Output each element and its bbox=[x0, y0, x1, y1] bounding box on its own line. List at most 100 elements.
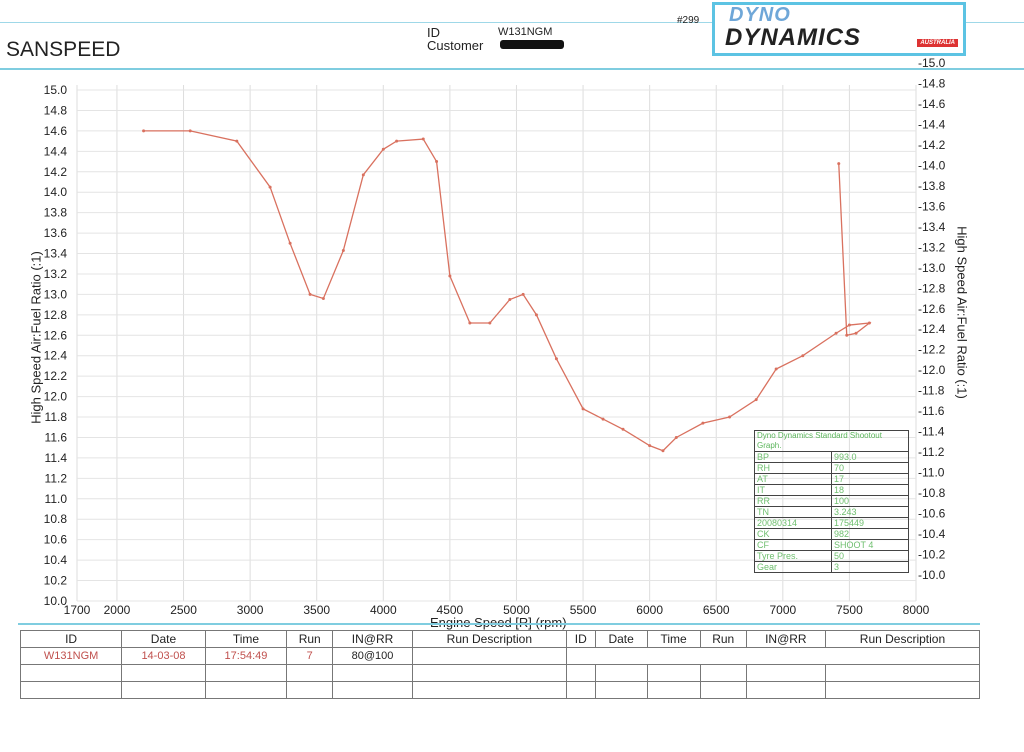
y-tick-label: 11.2 bbox=[45, 471, 68, 485]
y2-tick-label: -13.4 bbox=[918, 220, 946, 234]
data-point bbox=[268, 185, 272, 189]
runs-cell: 80@100 bbox=[332, 647, 413, 665]
shootout-key: AT bbox=[754, 473, 832, 485]
y2-tick-label: -14.8 bbox=[918, 76, 946, 90]
shootout-row: IT 18 bbox=[754, 484, 909, 496]
runs-cell-empty bbox=[565, 647, 981, 665]
x-tick-label: 8000 bbox=[903, 603, 930, 617]
runs-cell-empty bbox=[332, 664, 413, 682]
shootout-row: BP 993.0 bbox=[754, 451, 909, 463]
runs-header: ID bbox=[19, 630, 123, 648]
shootout-value: 17 bbox=[831, 473, 909, 485]
runs-header: ID bbox=[565, 630, 596, 648]
shootout-row: TN 3.243 bbox=[754, 506, 909, 518]
footer-divider bbox=[18, 623, 980, 625]
y2-tick-label: -13.6 bbox=[918, 199, 946, 213]
runs-cell-empty bbox=[646, 681, 701, 699]
shootout-value: 50 bbox=[831, 550, 909, 562]
data-point bbox=[754, 398, 758, 402]
runs-header: IN@RR bbox=[332, 630, 413, 648]
y-tick-label: 13.6 bbox=[44, 226, 68, 240]
shootout-value: 3.243 bbox=[831, 506, 909, 518]
data-point bbox=[468, 321, 472, 325]
runs-cell: 7 bbox=[286, 647, 334, 665]
y-tick-label: 14.6 bbox=[44, 124, 68, 138]
id-labels: ID Customer bbox=[427, 26, 483, 52]
shootout-info-table: Dyno Dynamics Standard Shootout Graph. BP… bbox=[754, 430, 909, 573]
data-point bbox=[774, 367, 778, 371]
series-line bbox=[143, 130, 872, 452]
y-tick-label: 10.2 bbox=[44, 574, 68, 588]
y-tick-label: 10.8 bbox=[44, 512, 68, 526]
y-tick-label: 14.4 bbox=[44, 144, 68, 158]
data-point bbox=[845, 333, 849, 337]
y-tick-label: 11.6 bbox=[45, 430, 68, 444]
id-label: ID bbox=[427, 25, 440, 40]
y2-tick-label: -11.0 bbox=[918, 466, 945, 480]
sheet-number: #299 bbox=[677, 15, 700, 26]
data-point bbox=[508, 298, 512, 302]
shootout-key: RH bbox=[754, 462, 832, 474]
runs-cell-empty bbox=[646, 664, 701, 682]
data-point bbox=[847, 323, 851, 327]
runs-cell-empty bbox=[699, 664, 747, 682]
y2-axis-label: High Speed Air:Fuel Ratio (:1) bbox=[954, 226, 970, 399]
x-tick-label: 7000 bbox=[769, 603, 796, 617]
shootout-row: RH 70 bbox=[754, 462, 909, 474]
runs-header: Run bbox=[286, 630, 334, 648]
data-point bbox=[854, 331, 858, 335]
y2-tick-label: -13.2 bbox=[918, 240, 946, 254]
y-tick-label: 12.8 bbox=[44, 308, 68, 322]
x-axis-label: Engine Speed [R] (rpm) bbox=[430, 616, 567, 630]
runs-cell-empty bbox=[565, 664, 596, 682]
y2-tick-label: -10.4 bbox=[918, 527, 946, 541]
y2-tick-label: -10.0 bbox=[918, 568, 946, 582]
x-tick-label: 3000 bbox=[237, 603, 264, 617]
shootout-row: AT 17 bbox=[754, 473, 909, 485]
x-tick-label: 7500 bbox=[836, 603, 863, 617]
y2-tick-label: -13.8 bbox=[918, 179, 946, 193]
runs-cell-empty bbox=[699, 681, 747, 699]
y-tick-label: 12.6 bbox=[44, 328, 68, 342]
y2-tick-label: -14.6 bbox=[918, 97, 946, 111]
y-tick-label: 13.0 bbox=[44, 287, 68, 301]
runs-cell: 14-03-08 bbox=[121, 647, 206, 665]
logo-text-dynamics: DYNAMICS bbox=[725, 24, 862, 51]
runs-cell: 17:54:49 bbox=[204, 647, 288, 665]
shootout-row: Tyre Pres. 50 bbox=[754, 550, 909, 562]
shootout-key: RR bbox=[754, 495, 832, 507]
y2-tick-label: -11.4 bbox=[918, 425, 945, 439]
data-point bbox=[867, 321, 871, 325]
logo-text-dyno: DYNO bbox=[729, 4, 791, 26]
runs-cell-empty bbox=[19, 664, 123, 682]
header-divider bbox=[0, 68, 1024, 70]
y-tick-label: 12.4 bbox=[44, 349, 68, 363]
table-row: W131NGM 14-03-08 17:54:49 7 80@100 bbox=[19, 647, 981, 665]
shootout-key: CF bbox=[754, 539, 832, 551]
y2-tick-label: -14.4 bbox=[918, 117, 946, 131]
y-tick-label: 14.2 bbox=[44, 165, 68, 179]
x-tick-label: 2500 bbox=[170, 603, 197, 617]
runs-header: Date bbox=[121, 630, 206, 648]
y-tick-label: 12.2 bbox=[44, 369, 68, 383]
data-point bbox=[435, 160, 439, 164]
data-point bbox=[661, 449, 665, 453]
runs-header: Run Description bbox=[411, 630, 567, 648]
y-tick-label: 13.8 bbox=[44, 206, 68, 220]
runs-cell-empty bbox=[565, 681, 596, 699]
data-point bbox=[381, 147, 385, 151]
y2-tick-label: -11.2 bbox=[918, 445, 945, 459]
data-point bbox=[701, 421, 705, 425]
data-point bbox=[142, 129, 146, 133]
redacted-customer bbox=[500, 40, 564, 49]
shootout-row: Gear 3 bbox=[754, 561, 909, 573]
shootout-value: 70 bbox=[831, 462, 909, 474]
data-point bbox=[648, 444, 652, 448]
data-point bbox=[448, 274, 452, 278]
runs-cell-empty bbox=[286, 664, 334, 682]
data-point bbox=[421, 137, 425, 141]
runs-cell bbox=[411, 647, 567, 665]
x-tick-label: 1700 bbox=[64, 603, 91, 617]
shootout-value: 175449 bbox=[831, 517, 909, 529]
y2-tick-label: -12.0 bbox=[918, 363, 946, 377]
